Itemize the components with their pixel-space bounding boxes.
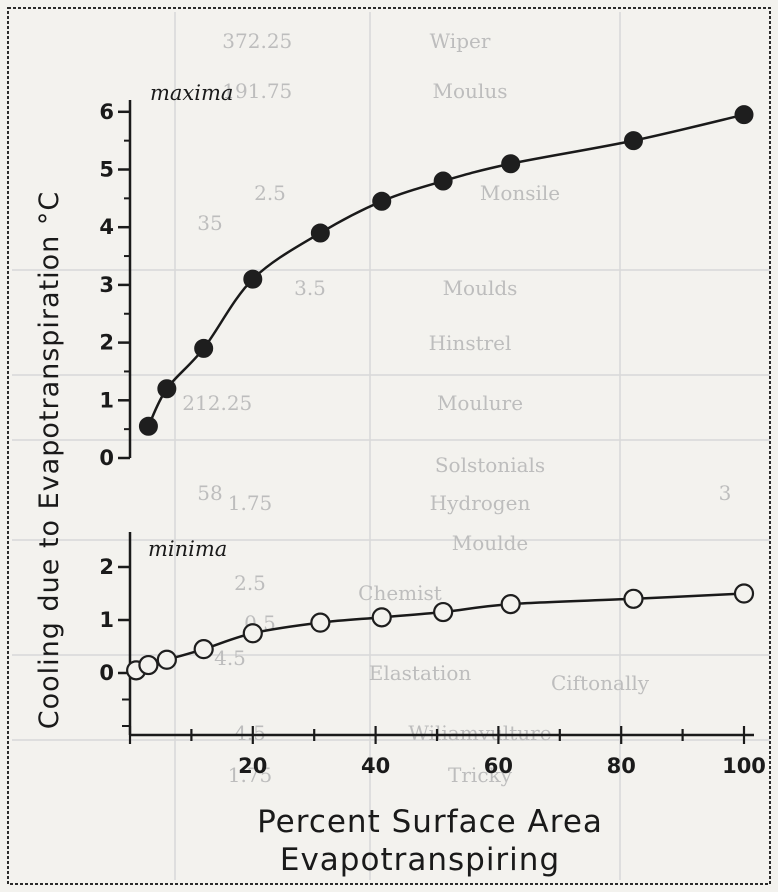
data-point (371, 607, 392, 628)
background-table-ghost: Wiper Moulus Monsile Moulds Hinstrel Moulure S… (12, 12, 770, 880)
background-table-cell: Moulde (452, 531, 528, 555)
background-table-number: 2.25 (208, 391, 253, 415)
background-table-number: 1.75 (248, 79, 293, 103)
y-tick-label: 0 (99, 446, 114, 470)
y-tick-label: 1 (99, 388, 114, 412)
data-point (433, 171, 453, 191)
y-tick-label: 2 (99, 331, 114, 355)
data-point (501, 154, 521, 174)
x-axis-ticks: 20 40 60 80 100 (128, 726, 766, 778)
y-tick-label: 2 (99, 555, 114, 579)
background-table-number: 4.5 (214, 646, 246, 670)
background-table-number: 2.5 (254, 181, 286, 205)
background-table-number: 58 (197, 481, 222, 505)
x-axis-title-line1: Percent Surface Area (257, 804, 603, 840)
background-table-number: 21 (182, 391, 207, 415)
y-tick-label: 3 (99, 273, 114, 297)
background-table-number: 3.5 (294, 276, 326, 300)
background-table-number: 19 (222, 79, 247, 103)
data-point (372, 191, 392, 211)
panel-label: minima (148, 537, 227, 561)
minima-panel: minima 0 1 2 (99, 532, 755, 735)
data-point (734, 105, 754, 125)
data-point (242, 623, 263, 644)
background-table-cell: Solstonials (435, 453, 545, 477)
background-table-cell: Elastation (369, 661, 472, 685)
background-table-cell: Ciftonally (551, 671, 650, 695)
background-table-cell: Moulds (443, 276, 518, 300)
x-tick-label: 20 (238, 754, 267, 778)
background-table-number: 4.5 (234, 721, 266, 745)
background-table-cell: Monsile (480, 181, 560, 205)
x-tick-label: 60 (484, 754, 513, 778)
background-table-cell: Chemist (358, 581, 442, 605)
background-table-number: 35 (197, 211, 222, 235)
maxima-panel: maxima 0 1 2 3 4 5 6 (99, 81, 754, 470)
x-tick-label: 80 (607, 754, 636, 778)
data-point (194, 338, 214, 358)
panel-label: maxima (150, 81, 233, 105)
data-point (138, 654, 159, 676)
y-tick-label: 1 (99, 608, 114, 632)
data-point (623, 588, 644, 609)
data-point (310, 612, 331, 633)
background-table-cell: Moulure (437, 391, 523, 415)
data-point (157, 379, 177, 399)
data-point (156, 649, 177, 670)
background-table-cell: Wiliamvulture (408, 721, 551, 745)
y-tick-label: 0 (99, 661, 114, 685)
background-table-cell: Tricky (448, 763, 513, 787)
data-point (500, 593, 521, 615)
y-tick-label: 6 (99, 100, 114, 124)
data-point (138, 416, 158, 436)
x-tick-label: 40 (361, 754, 390, 778)
background-table-number: 1.75 (228, 491, 273, 515)
background-table-number: 1.75 (228, 763, 273, 787)
background-table-number: 37 (222, 29, 247, 53)
data-point (433, 601, 454, 623)
x-tick-label: 100 (722, 754, 766, 778)
data-point (243, 269, 263, 289)
series-line (147, 113, 745, 427)
data-point (733, 583, 755, 604)
y-tick-label: 5 (99, 158, 114, 182)
background-table-number: 3 (719, 481, 732, 505)
background-table-number: 2.5 (234, 571, 266, 595)
figure-frame (7, 7, 771, 885)
background-table-cell: Hydrogen (430, 491, 531, 515)
data-point (623, 131, 643, 151)
y-tick-label: 4 (99, 215, 114, 239)
data-point (310, 223, 330, 243)
background-table-cell: Moulus (433, 79, 508, 103)
y-axis-title: Cooling due to Evapotranspiration °C (34, 191, 65, 729)
background-table-cell: Wiper (430, 29, 491, 53)
background-table-number: 2.25 (248, 29, 293, 53)
data-point (193, 639, 214, 660)
x-axis-title-line2: Evapotranspiring (280, 842, 560, 878)
background-table-cell: Hinstrel (429, 331, 512, 355)
